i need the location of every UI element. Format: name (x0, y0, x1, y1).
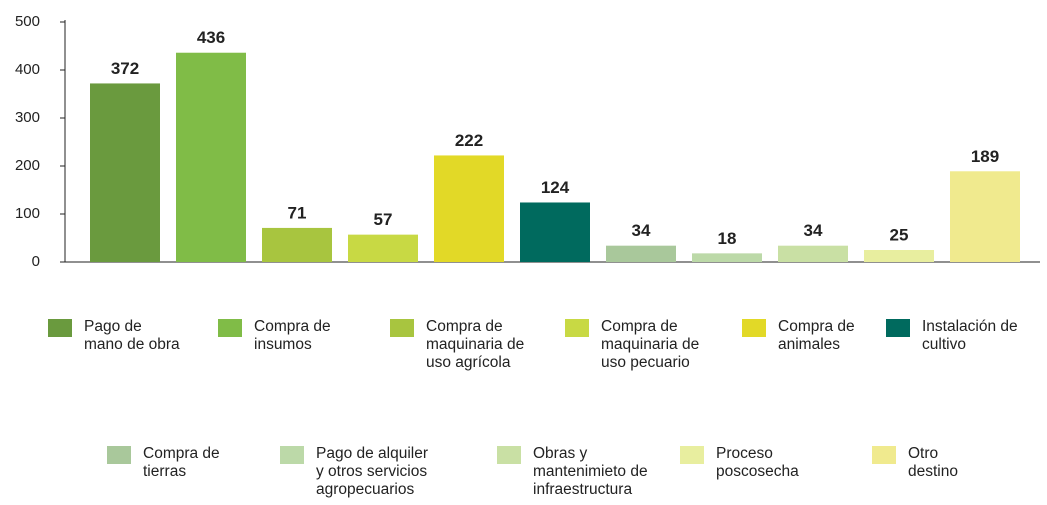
legend-swatch (280, 446, 304, 464)
legend-swatch (107, 446, 131, 464)
y-tick-label: 100 (15, 205, 40, 222)
bar (348, 234, 418, 262)
legend-item: Pago de mano de obra (48, 318, 180, 354)
legend-item: Pago de alquiler y otros servicios agrop… (280, 445, 428, 499)
data-label: 222 (455, 131, 483, 150)
data-label: 18 (718, 229, 737, 248)
legend-swatch (872, 446, 896, 464)
legend-label: Compra de animales (778, 318, 855, 353)
data-label: 436 (197, 28, 225, 47)
legend-label: Compra de maquinaria de uso agrícola (426, 318, 525, 371)
legend-label: Compra de tierras (143, 445, 220, 480)
legend-item: Compra de tierras (107, 445, 220, 481)
y-tick-label: 400 (15, 61, 40, 78)
data-label: 34 (632, 221, 651, 240)
bar (778, 245, 848, 262)
legend-label: Compra de insumos (254, 318, 331, 353)
data-label: 124 (541, 178, 570, 197)
legend-item: Obras y mantenimieto de infraestructura (497, 445, 648, 499)
legend-item: Compra de maquinaria de uso pecuario (565, 318, 699, 372)
legend-swatch (680, 446, 704, 464)
legend-item: Compra de animales (742, 318, 855, 354)
legend-swatch (742, 319, 766, 337)
legend-swatch (565, 319, 589, 337)
legend-item: Instalación de cultivo (886, 318, 1018, 354)
legend-item: Otro destino (872, 445, 958, 481)
bar (864, 250, 934, 262)
legend-label: Compra de maquinaria de uso pecuario (601, 318, 700, 371)
y-tick-label: 0 (32, 253, 40, 270)
legend-label: Obras y mantenimieto de infraestructura (533, 445, 648, 498)
legend-label: Pago de mano de obra (84, 318, 180, 353)
legend-swatch (497, 446, 521, 464)
bar (262, 227, 332, 262)
data-label: 25 (890, 225, 909, 244)
y-tick-label: 200 (15, 157, 40, 174)
data-label: 71 (288, 203, 307, 222)
legend-item: Compra de insumos (218, 318, 331, 354)
legend-swatch (886, 319, 910, 337)
bar (434, 155, 504, 262)
legend-label: Proceso poscosecha (716, 445, 799, 480)
legend-swatch (218, 319, 242, 337)
data-label: 34 (804, 221, 823, 240)
bar (176, 52, 246, 262)
y-tick-label: 500 (15, 13, 40, 30)
bar (90, 83, 160, 262)
bar (692, 253, 762, 262)
y-tick-label: 300 (15, 109, 40, 126)
data-label: 189 (971, 147, 999, 166)
legend-item: Proceso poscosecha (680, 445, 799, 481)
legend-item: Compra de maquinaria de uso agrícola (390, 318, 524, 372)
legend-swatch (48, 319, 72, 337)
data-label: 372 (111, 59, 139, 78)
bar (606, 245, 676, 262)
legend-swatch (390, 319, 414, 337)
legend-label: Pago de alquiler y otros servicios agrop… (316, 445, 429, 498)
data-label: 57 (374, 210, 393, 229)
legend-label: Instalación de cultivo (922, 318, 1018, 353)
bar (520, 202, 590, 262)
bar (950, 171, 1020, 262)
legend-label: Otro destino (908, 445, 958, 480)
